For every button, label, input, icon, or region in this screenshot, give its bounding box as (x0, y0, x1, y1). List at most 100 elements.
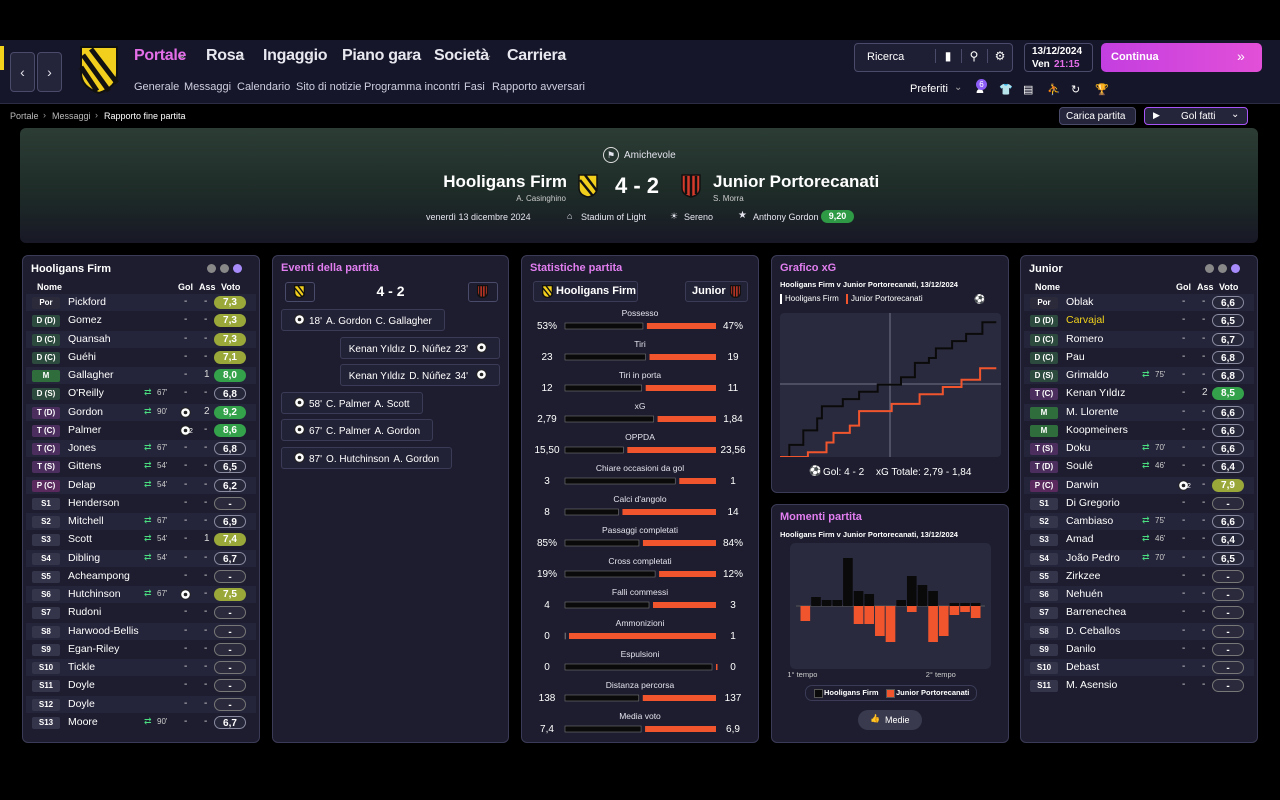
player-name: Di Gregorio (1066, 496, 1120, 509)
goals: - (184, 642, 188, 654)
menu-item[interactable]: Società (434, 47, 489, 64)
player-row[interactable]: S9 Egan-Riley - - - (26, 640, 256, 658)
player-row[interactable]: S8 Harwood-Bellis - - - (26, 622, 256, 640)
toolbar-icon[interactable]: ↻ (1071, 84, 1081, 96)
toolbar-icon[interactable]: ⚲ (961, 49, 986, 63)
player-row[interactable]: S5 Acheampong - - - (26, 567, 256, 585)
player-row[interactable]: T (C) Palmer 2 -8,6 (26, 421, 256, 439)
toolbar-icon[interactable]: ▤ (1023, 84, 1034, 96)
player-row[interactable]: D (S) Grimaldo ⇄ 75' - -6,8 (1024, 367, 1254, 384)
column-header: Gol (178, 282, 193, 292)
player-row[interactable]: S1 Di Gregorio - - - (1024, 494, 1254, 512)
player-row[interactable]: Por Pickford - -7,3 (26, 294, 256, 311)
player-row[interactable]: M Koopmeiners - -6,6 (1024, 421, 1254, 439)
player-row[interactable]: D (C) Romero - -6,7 (1024, 330, 1254, 348)
submenu-item[interactable]: Calendario (237, 81, 291, 93)
menu-item[interactable]: Piano gara (342, 47, 421, 64)
toolbar-icon[interactable]: ⚙ (987, 49, 1012, 63)
toolbar-icon[interactable]: ⛹ (1047, 84, 1061, 96)
menu-item[interactable]: Portale (134, 47, 187, 64)
toolbar-icon[interactable]: 👕 (999, 84, 1013, 96)
player-row[interactable]: S6 Hutchinson ⇄ 67' -7,5 (26, 586, 256, 603)
player-row[interactable]: S8 D. Ceballos - - - (1024, 622, 1254, 640)
rating: 6,8 (214, 442, 246, 455)
player-name: Tickle (68, 661, 96, 673)
submenu-item[interactable]: Sito di notizie (296, 81, 362, 93)
legend-label: Hooligans Firm (824, 688, 879, 697)
submenu-item[interactable]: Programma incontri (364, 81, 460, 93)
load-match-button[interactable]: Carica partita (1059, 107, 1136, 125)
player-row[interactable]: T (S) Gittens ⇄ 54' - -6,5 (26, 458, 256, 476)
crest-stripe (579, 174, 598, 197)
player-row[interactable]: D (D) Gomez - -7,3 (26, 312, 256, 330)
continue-button[interactable]: Continua » (1101, 43, 1262, 72)
player-row[interactable]: S5 Zirkzee - - - (1024, 567, 1254, 585)
player-name: Gordon (68, 405, 104, 418)
player-row[interactable]: S3 Amad ⇄ 46' - -6,4 (1024, 531, 1254, 549)
player-row[interactable]: P (C) Delap ⇄ 54' - -6,2 (26, 476, 256, 494)
player-row[interactable]: M Gallagher - 1 8,0 (26, 367, 256, 384)
breadcrumb-item: Rapporto fine partita (104, 111, 186, 121)
menu-item[interactable]: Ingaggio (263, 47, 328, 64)
player-row[interactable]: S11 M. Asensio - - - (1024, 677, 1254, 695)
view-dot[interactable] (233, 264, 242, 273)
menu-item[interactable]: Carriera (507, 47, 566, 64)
goals: - (1182, 332, 1186, 344)
forward-button[interactable]: › (37, 52, 62, 92)
favorites[interactable]: Preferiti (910, 83, 948, 95)
player-row[interactable]: S2 Cambiaso ⇄ 75' - -6,6 (1024, 513, 1254, 530)
highlights-dropdown[interactable]: ▶ Gol fatti ⌄ (1144, 107, 1248, 125)
player-row[interactable]: S11 Doyle - - - (26, 677, 256, 695)
player-row[interactable]: S7 Barrenechea - - - (1024, 604, 1254, 622)
back-button[interactable]: ‹ (10, 52, 35, 92)
player-row[interactable]: S1 Henderson - - - (26, 494, 256, 512)
submenu-item[interactable]: Rapporto avversari (492, 81, 585, 93)
submenu-item[interactable]: Generale (134, 81, 180, 93)
player-row[interactable]: D (D) Carvajal - -6,5 (1024, 312, 1254, 330)
submenu-item[interactable]: Fasi (464, 81, 485, 93)
view-dot[interactable] (1231, 264, 1240, 273)
toolbar-icon[interactable]: ▮ (935, 49, 960, 63)
player-row[interactable]: T (C) Jones ⇄ 67' - -6,8 (26, 440, 256, 457)
averages-button[interactable]: 👍 Medie (858, 710, 922, 730)
menu-item[interactable]: Rosa (206, 47, 244, 64)
player-row[interactable]: D (C) Guéhi - -7,1 (26, 348, 256, 366)
submenu-item[interactable]: Messaggi (184, 81, 232, 93)
player-row[interactable]: T (D) Gordon ⇄ 90' 2 9,2 (26, 403, 256, 421)
breadcrumb-item[interactable]: Messaggi (52, 111, 91, 121)
player-row[interactable]: D (S) O'Reilly ⇄ 67' - -6,8 (26, 385, 256, 403)
player-row[interactable]: S2 Mitchell ⇄ 67' - -6,9 (26, 513, 256, 530)
player-row[interactable]: T (D) Soulé ⇄ 46' - -6,4 (1024, 458, 1254, 476)
player-name: Zirkzee (1066, 569, 1101, 582)
position-badge: M (1030, 406, 1058, 419)
player-row[interactable]: S4 Dibling ⇄ 54' - -6,7 (26, 549, 256, 567)
player-row[interactable]: D (C) Quansah - -7,3 (26, 330, 256, 348)
player-row[interactable]: S10 Debast - - - (1024, 659, 1254, 676)
player-row[interactable]: S6 Nehuén - - - (1024, 586, 1254, 603)
stat-home-value: 138 (538, 693, 556, 704)
player-row[interactable]: T (S) Doku ⇄ 70' - -6,6 (1024, 440, 1254, 457)
view-dot[interactable] (1218, 264, 1227, 273)
player-row[interactable]: M M. Llorente - -6,6 (1024, 403, 1254, 421)
player-row[interactable]: S3 Scott ⇄ 54' - 1 7,4 (26, 531, 256, 549)
player-row[interactable]: S4 João Pedro ⇄ 70' - -6,5 (1024, 549, 1254, 567)
away-team-box: Junior (685, 281, 748, 302)
position-badge: S9 (1030, 643, 1058, 656)
toolbar-icon[interactable]: ♟ (975, 84, 985, 96)
player-row[interactable]: P (C) Darwin 2 -7,9 (1024, 476, 1254, 494)
search-button[interactable]: Ricerca (867, 51, 905, 63)
view-dot[interactable] (207, 264, 216, 273)
player-row[interactable]: S7 Rudoni - - - (26, 604, 256, 622)
player-row[interactable]: S13 Moore ⇄ 90' - -6,7 (26, 713, 256, 731)
breadcrumb-item[interactable]: Portale (10, 111, 39, 121)
player-row[interactable]: T (C) Kenan Yıldız - 2 8,5 (1024, 385, 1254, 403)
stat-home-value: 3 (544, 476, 550, 487)
player-row[interactable]: S10 Tickle - - - (26, 659, 256, 676)
view-dot[interactable] (1205, 264, 1214, 273)
player-row[interactable]: Por Oblak - -6,6 (1024, 294, 1254, 311)
toolbar-icon[interactable]: 🏆 (1095, 84, 1109, 96)
player-row[interactable]: S9 Danilo - - - (1024, 640, 1254, 658)
view-dot[interactable] (220, 264, 229, 273)
player-row[interactable]: S12 Doyle - - - (26, 695, 256, 713)
player-row[interactable]: D (C) Pau - -6,8 (1024, 348, 1254, 366)
